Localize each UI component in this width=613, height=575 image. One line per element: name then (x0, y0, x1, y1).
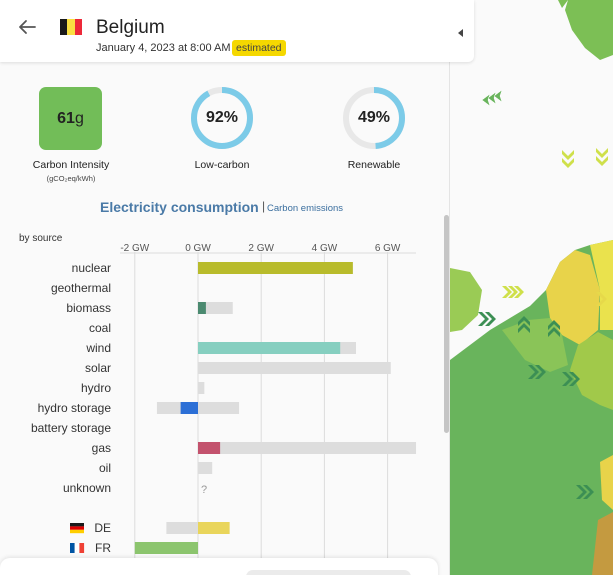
tick-label: -2 GW (120, 243, 149, 254)
row-label-oil: oil (99, 461, 111, 475)
row-label-biomass: biomass (66, 301, 111, 315)
by-source-label: by source (19, 233, 63, 244)
row-label-geothermal: geothermal (51, 281, 111, 295)
flag-icon-DE (70, 523, 84, 534)
value-bar-gas (198, 442, 221, 454)
country-title: Belgium (96, 17, 165, 38)
row-label-hydro-storage: hydro storage (38, 401, 112, 415)
low-carbon-ring (191, 87, 253, 149)
flag-icon-FR (70, 543, 85, 553)
low-carbon-value: 92% (205, 109, 239, 126)
flag-stripe (79, 543, 85, 553)
renewable-label: Renewable (347, 159, 401, 171)
row-label-wind: wind (85, 341, 111, 355)
row-label-hydro: hydro (81, 381, 111, 395)
low-carbon-label: Low-carbon (194, 159, 250, 171)
flag-stripe (70, 526, 84, 530)
panel-header: Belgium January 4, 2023 at 8:00 AM estim… (0, 0, 474, 62)
belgium-flag-icon (60, 19, 82, 35)
renewable-ring (343, 87, 405, 149)
tick-label: 6 GW (375, 243, 401, 254)
carbon-map[interactable] (450, 0, 613, 575)
capacity-bar-gas (198, 442, 417, 454)
tick-label: 2 GW (248, 243, 274, 254)
row-label-battery-storage: battery storage (31, 421, 111, 435)
capacity-bar-biomass (198, 302, 233, 314)
row-label-DE: DE (94, 521, 111, 535)
flag-stripe (70, 543, 75, 553)
capacity-bar-solar (198, 362, 391, 374)
datetime-label: January 4, 2023 at 8:00 AM (96, 42, 231, 54)
row-label-FR: FR (95, 541, 111, 555)
carbon-intensity-unit-label: (gCO₂eq/kWh) (46, 174, 96, 183)
carbon-intensity-label: Carbon Intensity (32, 159, 110, 171)
value-bar-FR (134, 542, 198, 554)
value-bar-hydro-storage (180, 402, 198, 414)
row-label-coal: coal (89, 321, 111, 335)
row-label-unknown: unknown (63, 481, 111, 495)
bottom-pill (246, 570, 411, 575)
panel-scrollbar[interactable] (444, 215, 449, 433)
unknown-marker: ? (201, 484, 207, 496)
row-label-gas: gas (92, 441, 111, 455)
value-bar-DE (198, 522, 230, 534)
value-bar-wind (198, 342, 341, 354)
carbon-intensity-box: 61 g (39, 87, 102, 150)
country-panel: Belgium January 4, 2023 at 8:00 AM estim… (19, 0, 463, 575)
tick-label: 0 GW (185, 243, 211, 254)
carbon-emissions-link[interactable]: Carbon emissions (267, 203, 344, 214)
estimated-badge: estimated (232, 40, 286, 56)
row-label-nuclear: nuclear (72, 261, 111, 275)
carbon-intensity-unit: g (74, 109, 84, 127)
consumption-chart: -2 GW 0 GW 2 GW 4 GW 6 GW nuclear geothermal bi… (31, 243, 417, 558)
flag-stripe (74, 543, 80, 553)
section-separator: | (262, 199, 266, 213)
carbon-intensity-value: 61 (57, 109, 75, 127)
tick-label: 4 GW (312, 243, 338, 254)
flag-stripe (70, 523, 84, 527)
capacity-bar-oil (198, 462, 213, 474)
value-bar-nuclear (198, 262, 353, 274)
value-bar-biomass (198, 302, 206, 314)
capacity-bar-hydro (198, 382, 205, 394)
back-arrow-icon[interactable] (16, 16, 38, 38)
renewable-value: 49% (357, 109, 391, 126)
row-label-solar: solar (85, 361, 111, 375)
flag-stripe (70, 529, 84, 534)
collapse-panel-icon[interactable] (454, 26, 468, 40)
section-title: Electricity consumption (100, 199, 259, 215)
